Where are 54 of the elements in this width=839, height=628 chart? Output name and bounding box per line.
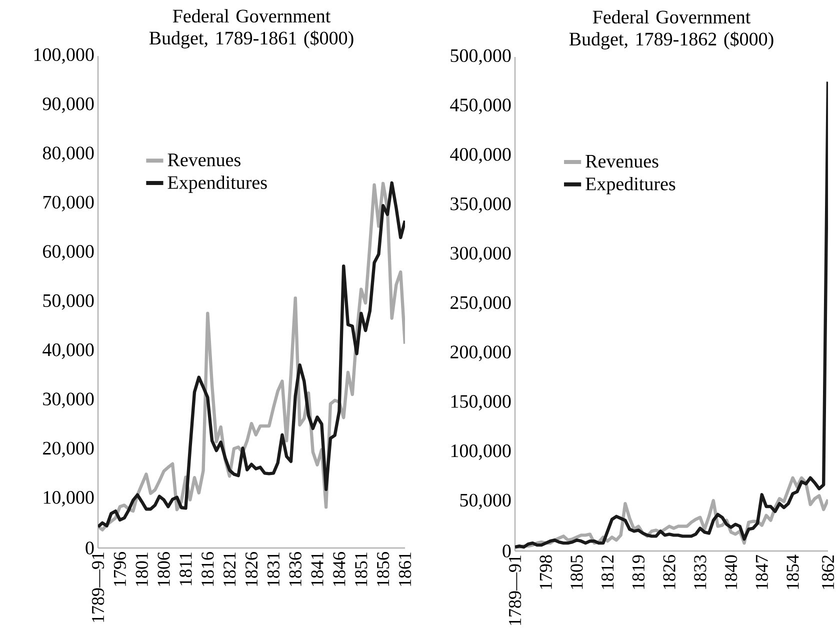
y-tick-label: 40,000 (42, 343, 94, 359)
legend-label: Expeditures (586, 177, 676, 194)
y-tick-label: 200,000 (450, 346, 511, 362)
x-tick-label: 1861 (398, 552, 412, 586)
x-tick-label: 1819 (632, 555, 645, 589)
y-tick-label: 30,000 (43, 392, 94, 408)
chart-title: Federal Government Budget, 1789-1861 ($000) (149, 9, 354, 48)
y-tick-label: 500,000 (450, 49, 511, 65)
legend-label: Revenues (586, 155, 658, 168)
x-tick-label: 1806 (158, 552, 170, 586)
y-tick-label: 400,000 (450, 148, 511, 164)
y-tick-label: 300,000 (450, 246, 511, 262)
x-tick-label: 1854 (786, 554, 799, 589)
x-tick-label: 1862 (822, 556, 834, 589)
x-tick-label: 1856 (377, 552, 390, 586)
x-tick-label: 1796 (114, 552, 126, 586)
x-tick-label: 1789—91 (92, 552, 104, 622)
x-tick-label: 1847 (756, 555, 768, 589)
y-tick-label: 80,000 (42, 146, 94, 162)
y-tick-label: 20,000 (43, 442, 94, 458)
x-tick-label: 1798 (540, 555, 552, 589)
x-tick-label: 1811 (180, 552, 192, 586)
y-tick-label: 50,000 (460, 494, 511, 510)
y-tick-label: 100,000 (451, 444, 511, 460)
x-tick-label: 1831 (267, 552, 280, 586)
y-tick-label: 250,000 (450, 296, 511, 312)
x-tick-label: 1789—91 (508, 556, 522, 625)
x-tick-label: 1805 (570, 555, 583, 589)
y-tick-label: 90,000 (42, 97, 94, 113)
y-tick-label: 50,000 (43, 294, 94, 310)
x-tick-label: 1801 (136, 552, 148, 586)
legend-label: Expenditures (168, 176, 267, 193)
x-tick-label: 1846 (333, 552, 346, 586)
x-tick-label: 1826 (245, 552, 258, 586)
x-tick-label: 1836 (289, 552, 302, 586)
x-tick-label: 1840 (724, 555, 738, 589)
x-tick-label: 1851 (355, 552, 368, 586)
y-tick-label: 0 (86, 542, 94, 554)
x-tick-label: 1812 (602, 556, 614, 589)
x-tick-label: 1821 (224, 552, 236, 586)
x-tick-label: 1833 (694, 555, 706, 589)
legend-label: Revenues (168, 154, 240, 166)
y-tick-label: 0 (502, 544, 511, 558)
y-tick-label: 70,000 (43, 196, 94, 212)
chart-title: Federal Government Budget, 1789-1862 ($000) (569, 10, 774, 50)
y-tick-label: 350,000 (450, 197, 511, 213)
y-tick-label: 10,000 (44, 491, 94, 507)
y-tick-label: 450,000 (450, 98, 511, 114)
x-tick-label: 1826 (663, 555, 676, 589)
x-tick-label: 1841 (311, 552, 324, 586)
y-tick-label: 100,000 (34, 48, 94, 64)
y-tick-label: 150,000 (451, 395, 511, 411)
x-tick-label: 1816 (202, 552, 214, 586)
y-tick-label: 60,000 (43, 245, 94, 261)
